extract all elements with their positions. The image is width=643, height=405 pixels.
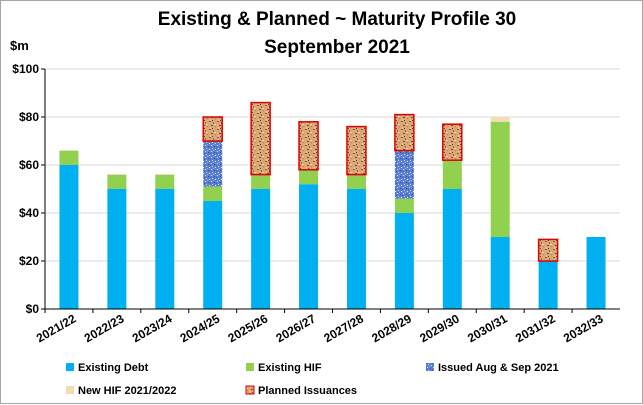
y-tick-label: $80 — [19, 110, 39, 124]
legend-label: Issued Aug & Sep 2021 — [438, 362, 559, 374]
bar-existing-hif — [490, 121, 510, 237]
legend-label: Planned Issuances — [258, 385, 357, 397]
x-tick-label: 2027/28 — [321, 311, 366, 345]
bar-issued-aug-sep-2021 — [203, 141, 223, 187]
bars — [59, 101, 606, 309]
bar-existing-hif — [59, 150, 79, 165]
x-tick-label: 2031/32 — [513, 311, 558, 345]
legend-label: Existing Debt — [78, 362, 149, 374]
bar-existing-hif — [203, 186, 223, 201]
bar-planned-issuances — [202, 116, 223, 142]
x-tick-label: 2025/26 — [226, 311, 271, 345]
legend-label: New HIF 2021/2022 — [78, 385, 176, 397]
x-tick-label: 2021/22 — [34, 311, 79, 345]
bar-existing-debt — [490, 237, 510, 309]
legend-swatch — [246, 363, 254, 371]
bar-issued-aug-sep-2021 — [394, 150, 414, 199]
bar-existing-hif — [251, 174, 271, 189]
legend-label: Existing HIF — [258, 362, 322, 374]
bar-planned-issuances — [537, 238, 559, 262]
bar-planned-issuances — [346, 125, 367, 176]
bar-existing-debt — [59, 165, 79, 309]
chart-title-line-2: September 2021 — [264, 37, 410, 58]
bar-planned-issuances — [394, 113, 415, 152]
x-tick-label: 2024/25 — [178, 311, 223, 345]
bar-existing-debt — [251, 189, 271, 309]
legend-swatch — [245, 385, 255, 395]
y-tick-label: $40 — [19, 206, 39, 220]
bar-existing-hif — [442, 160, 462, 189]
legend-swatch — [426, 363, 434, 371]
bar-existing-hif — [394, 198, 414, 213]
y-axis-unit-label: $m — [10, 38, 29, 53]
x-tick-label: 2023/24 — [130, 311, 175, 345]
bar-planned-issuances — [442, 123, 463, 161]
gridlines — [45, 68, 620, 262]
bar-existing-debt — [586, 237, 606, 309]
y-axis-ticks: $0 $20 $40 $60 $80 $100 — [12, 62, 45, 316]
x-tick-label: 2030/31 — [465, 311, 510, 345]
bar-planned-issuances — [250, 101, 271, 176]
bar-existing-hif — [155, 174, 175, 189]
bar-planned-issuances — [298, 121, 319, 171]
bar-new-hif-2021-2022 — [490, 117, 510, 122]
y-tick-label: $20 — [19, 254, 39, 268]
x-tick-label: 2028/29 — [369, 311, 414, 345]
x-axis-ticks: 2021/22 2022/23 2023/24 2024/25 2025/26 2026/… — [34, 309, 606, 345]
bar-existing-debt — [107, 189, 127, 309]
bar-existing-debt — [394, 213, 414, 309]
legend-swatch — [66, 386, 74, 394]
y-tick-label: $100 — [12, 62, 39, 76]
x-tick-label: 2029/30 — [417, 311, 462, 345]
bar-existing-hif — [299, 169, 319, 185]
bar-existing-debt — [299, 184, 319, 309]
x-tick-label: 2026/27 — [273, 311, 318, 345]
bar-existing-hif — [346, 174, 366, 189]
chart-title-line-1: Existing & Planned ~ Maturity Profile 30 — [158, 9, 516, 30]
x-tick-label: 2032/33 — [561, 311, 606, 345]
legend-swatch — [66, 363, 74, 371]
bar-existing-debt — [346, 189, 366, 309]
bar-existing-debt — [442, 189, 462, 309]
bar-existing-hif — [107, 174, 127, 189]
y-tick-label: $60 — [19, 158, 39, 172]
y-tick-label: $0 — [26, 302, 40, 316]
legend: Existing Debt Existing HIF Issued Aug & Se… — [66, 362, 559, 397]
bar-existing-debt — [203, 201, 223, 309]
bar-existing-debt — [155, 189, 175, 309]
bar-existing-debt — [538, 261, 558, 309]
x-tick-label: 2022/23 — [82, 311, 127, 345]
